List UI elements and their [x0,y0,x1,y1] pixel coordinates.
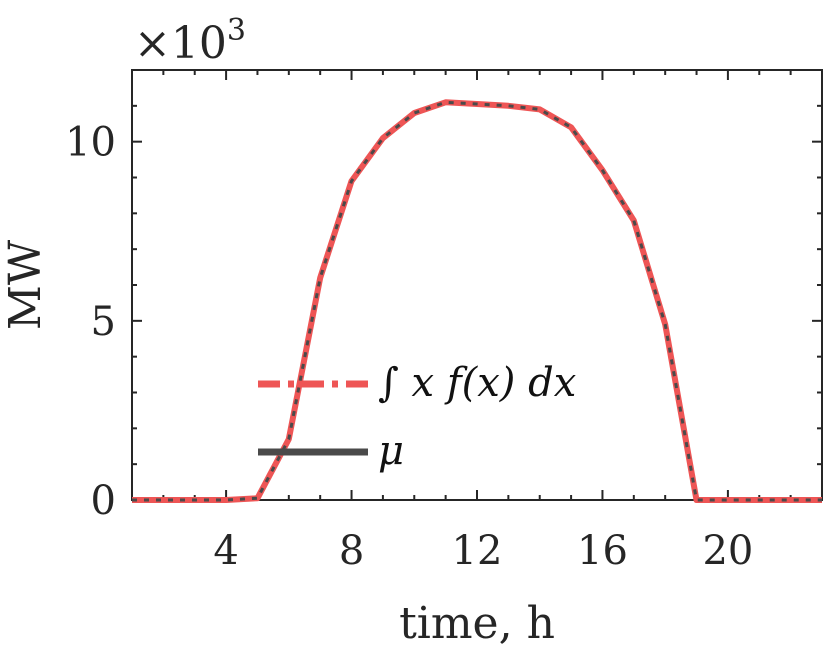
y-axis-label: MW [0,239,51,330]
x-tick-label: 20 [702,528,753,574]
legend-label-integral: ∫ x f(x) dx [378,360,576,406]
y-multiplier: ×103 [134,13,246,69]
y-tick-label: 0 [91,478,116,524]
x-tick-label: 16 [577,528,628,574]
x-tick-label: 12 [452,528,503,574]
x-tick-label: 4 [213,528,238,574]
series-line-mu [132,100,822,502]
x-tick-label: 8 [339,528,364,574]
y-tick-label: 10 [65,120,116,166]
series-layer [132,99,822,503]
legend-label-mu: μ [378,428,404,474]
legend: ∫ x f(x) dx μ [258,360,576,474]
x-axis-label: time, h [399,598,555,649]
axes-box [131,69,823,501]
y-tick-label: 5 [91,299,116,345]
tick-labels: 4 8 12 16 20 0 5 10 [65,120,753,574]
